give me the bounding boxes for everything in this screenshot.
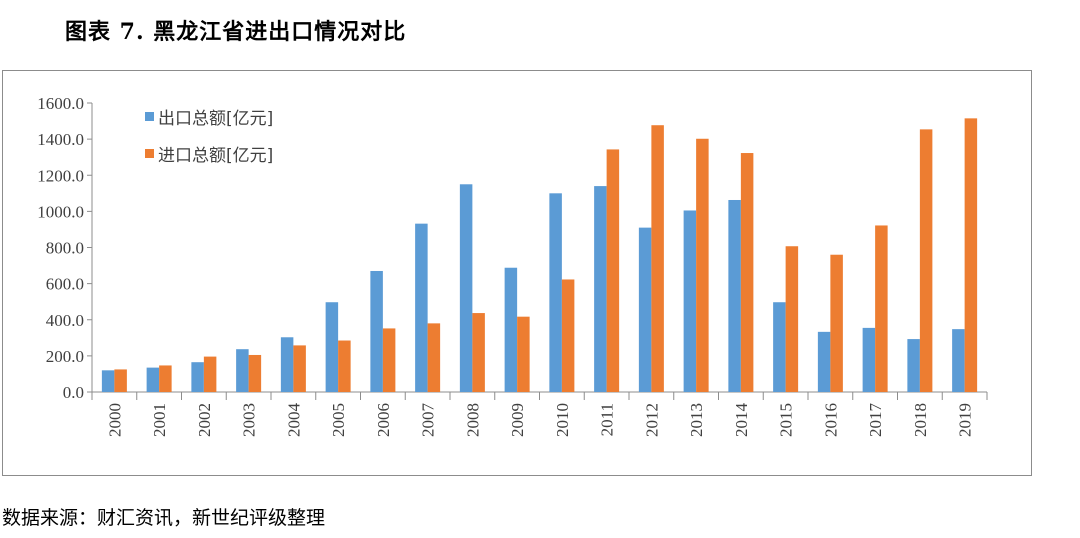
y-tick-label: 400.0 [46,311,84,330]
export-bar [952,329,965,392]
legend-label-import: 进口总额[亿元] [158,146,273,166]
export-bar [459,184,473,392]
export-bar [862,327,876,392]
x-tick-label: 2012 [642,403,661,437]
import-bar [740,153,754,392]
export-bar [415,223,428,392]
legend-label-export: 出口总额[亿元] [158,109,273,129]
x-tick-label: 2003 [240,403,259,437]
export-bar [728,199,741,392]
export-bar [638,227,652,392]
y-tick-label: 1200.0 [37,166,84,185]
x-tick-label: 2001 [150,403,169,437]
x-tick-label: 2015 [777,403,796,437]
import-bar [606,149,620,392]
import-bar [964,118,978,393]
x-tick-label: 2017 [866,403,885,438]
import-bar [338,340,351,392]
y-tick-label: 800.0 [46,239,84,258]
export-bar [504,267,518,392]
x-tick-label: 2013 [687,403,706,437]
export-bar [325,302,339,392]
import-bar [382,328,396,392]
export-bar [370,270,383,392]
export-bar [907,339,920,392]
import-bar [919,129,933,392]
chart-frame [2,70,1032,476]
export-bar [817,331,831,392]
export-bar [236,349,249,392]
export-bar [280,337,294,392]
import-bar [427,323,441,392]
x-tick-label: 2011 [598,403,617,436]
export-bar [549,193,562,392]
x-tick-label: 2005 [329,403,348,437]
x-tick-label: 2004 [284,403,303,438]
legend-swatch-export [145,112,154,121]
x-tick-label: 2008 [463,403,482,437]
x-tick-label: 2009 [508,403,527,437]
import-bar [651,125,664,393]
import-bar [517,316,530,392]
export-bar [773,302,786,392]
import-bar [203,356,217,392]
x-tick-label: 2018 [911,403,930,437]
x-tick-label: 2002 [195,403,214,437]
export-bar [594,186,607,392]
x-tick-label: 2014 [732,403,751,438]
import-bar [114,369,127,392]
import-bar [875,225,888,392]
import-bar [830,254,843,392]
export-bar [191,362,204,392]
export-bar [683,210,697,392]
figure-title: 图表 7. 黑龙江省进出口情况对比 [65,19,407,45]
y-tick-label: 600.0 [46,275,84,294]
y-tick-label: 1400.0 [37,130,84,149]
import-bar [248,354,262,392]
y-tick-label: 1000.0 [37,202,84,221]
x-tick-label: 2000 [105,403,124,437]
y-tick-label: 200.0 [46,347,84,366]
x-tick-label: 2016 [821,403,840,437]
y-tick-label: 0.0 [63,383,84,402]
export-bar [146,367,160,392]
x-tick-label: 2010 [553,403,572,437]
import-bar [561,279,575,392]
export-bar [101,370,115,392]
import-bar [159,365,172,392]
import-bar [696,138,709,392]
x-tick-label: 2006 [374,403,393,437]
y-tick-label: 1600.0 [37,94,84,113]
legend-swatch-import [145,149,154,158]
import-bar [472,313,485,392]
import-bar [785,246,799,392]
source-note: 数据来源：财汇资讯，新世纪评级整理 [2,507,326,529]
x-tick-label: 2019 [956,403,975,437]
x-tick-label: 2007 [419,403,438,438]
import-bar [293,345,306,392]
